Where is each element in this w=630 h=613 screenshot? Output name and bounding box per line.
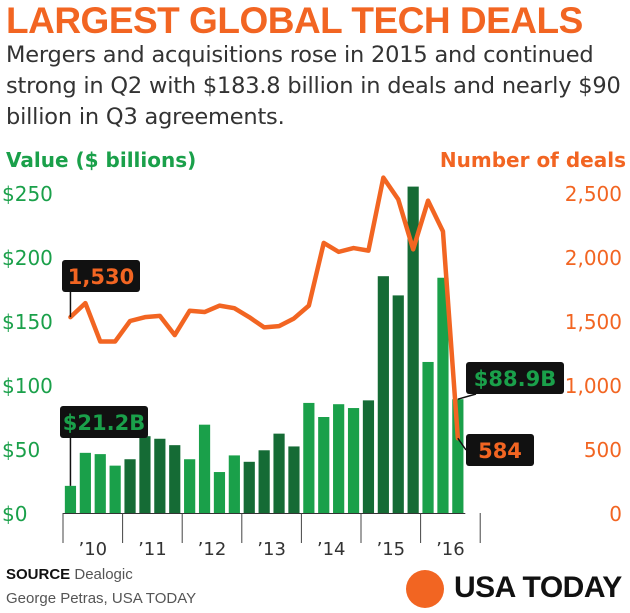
left-tick-label: $0 xyxy=(2,502,27,526)
callout-deals-end-leader xyxy=(457,437,467,451)
left-axis-title: Value ($ billions) xyxy=(6,148,197,172)
value-bar xyxy=(243,461,255,513)
value-bar xyxy=(109,465,121,513)
right-axis-title: Number of deals xyxy=(439,148,626,172)
left-tick-label: $200 xyxy=(2,246,53,270)
left-tick-label: $100 xyxy=(2,374,53,398)
logo-text: USA TODAY xyxy=(454,571,622,604)
value-bar xyxy=(362,400,375,513)
source-text: Dealogic xyxy=(74,566,133,583)
callout-deals-end-text: 584 xyxy=(478,439,522,463)
x-tick-label: ’16 xyxy=(436,539,465,560)
value-bar xyxy=(198,424,211,513)
value-bar xyxy=(258,450,270,513)
chart-title: LARGEST GLOBAL TECH DEALS xyxy=(6,0,583,41)
value-bar xyxy=(422,361,434,513)
callout-deals-start-text: 1,530 xyxy=(68,265,134,289)
tech-deals-chart: $0 $50 $100 $150 $200 $250 0 500 1,000 1,500 2,000… xyxy=(2,175,622,560)
callout-deals-start-box xyxy=(62,260,140,292)
right-tick-label: 1,000 xyxy=(565,374,622,398)
value-bar xyxy=(437,277,449,513)
x-tick-label: ’10 xyxy=(78,539,107,560)
value-bar xyxy=(228,455,240,513)
value-bar xyxy=(94,454,106,513)
callout-value-end-text: $88.9B xyxy=(474,367,556,391)
left-tick-label: $250 xyxy=(2,182,53,206)
source-line: SOURCE Dealogic xyxy=(6,566,133,583)
value-bar xyxy=(213,472,226,513)
value-bar xyxy=(377,276,389,513)
value-bar xyxy=(184,459,196,513)
deals-line xyxy=(68,175,461,441)
x-tick-label: ’15 xyxy=(376,539,405,560)
source-label: SOURCE xyxy=(6,566,71,583)
value-bar xyxy=(303,402,315,513)
left-tick-label: $50 xyxy=(2,438,40,462)
right-tick-label: 2,500 xyxy=(565,182,622,206)
usa-today-logo: USA TODAY xyxy=(406,568,626,610)
value-bar xyxy=(452,399,464,513)
value-bar xyxy=(333,404,345,513)
value-bar xyxy=(139,436,151,513)
right-tick-label: 2,000 xyxy=(565,246,622,270)
callout-value-end-leader xyxy=(457,393,477,400)
value-bar xyxy=(124,459,136,513)
right-tick-label: 500 xyxy=(584,438,622,462)
right-tick-label: 1,500 xyxy=(565,310,622,334)
callout-value-start-box xyxy=(60,406,148,438)
x-tick-label: ’12 xyxy=(198,539,227,560)
x-tick-label: ’13 xyxy=(257,539,286,560)
value-bar xyxy=(79,452,91,513)
value-bar xyxy=(407,186,419,513)
callout-deals-end-box xyxy=(466,434,534,466)
value-bar xyxy=(288,446,300,513)
callout-value-end-box xyxy=(466,362,564,394)
chart-subtitle: Mergers and acquisitions rose in 2015 an… xyxy=(6,42,621,130)
value-bar xyxy=(318,417,330,513)
credit-line: George Petras, USA TODAY xyxy=(6,590,197,607)
value-bar xyxy=(169,445,181,513)
logo-dot-icon xyxy=(406,570,444,608)
value-bar xyxy=(64,485,77,513)
value-bar xyxy=(347,408,360,513)
x-tick-label: ’14 xyxy=(317,539,346,560)
value-bar xyxy=(273,433,285,513)
left-tick-label: $150 xyxy=(2,310,53,334)
value-bar xyxy=(392,295,404,513)
right-tick-label: 0 xyxy=(609,502,622,526)
value-bar xyxy=(154,438,166,513)
x-tick-label: ’11 xyxy=(138,539,167,560)
callout-value-start-text: $21.2B xyxy=(63,411,145,435)
